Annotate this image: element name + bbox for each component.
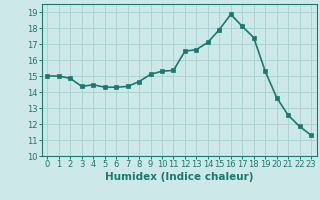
X-axis label: Humidex (Indice chaleur): Humidex (Indice chaleur) — [105, 172, 253, 182]
